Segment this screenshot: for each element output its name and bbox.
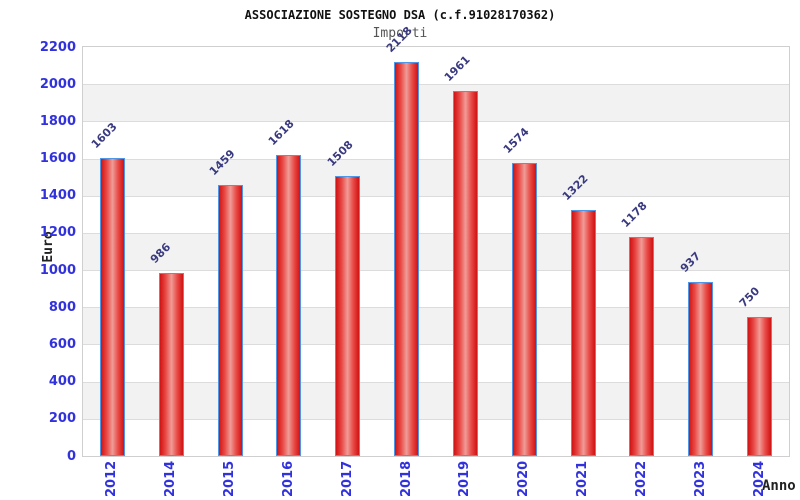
x-tick-label: 2024 — [751, 460, 767, 497]
y-tick-label: 600 — [48, 336, 76, 352]
y-tick-label: 1600 — [39, 151, 76, 167]
grid-line — [83, 382, 789, 383]
grid-band — [83, 381, 789, 419]
y-tick-label: 1000 — [39, 262, 76, 278]
grid-line — [83, 233, 789, 234]
chart-subtitle: Importi — [372, 26, 428, 41]
grid-band — [83, 270, 789, 308]
y-tick-label: 800 — [48, 299, 76, 315]
x-tick-label: 2020 — [516, 460, 532, 497]
grid-line — [83, 307, 789, 308]
bar — [747, 317, 773, 456]
plot-area — [82, 46, 790, 457]
x-tick-label: 2021 — [575, 460, 591, 497]
grid-band — [83, 307, 789, 345]
y-tick-label: 2000 — [39, 76, 76, 92]
grid-band — [83, 121, 789, 159]
grid-line — [83, 419, 789, 420]
grid-band — [83, 232, 789, 271]
grid-band — [83, 47, 789, 85]
x-tick-label: 2014 — [163, 460, 179, 497]
x-tick-label: 2016 — [280, 460, 296, 497]
bar — [335, 176, 361, 456]
grid-line — [83, 121, 789, 122]
y-tick-label: 1200 — [39, 225, 76, 241]
bar — [217, 185, 243, 456]
bar — [394, 62, 420, 456]
chart-title: ASSOCIAZIONE SOSTEGNO DSA (c.f.910281703… — [244, 8, 556, 22]
y-tick-label: 1800 — [39, 113, 76, 129]
bar — [570, 210, 596, 456]
y-tick-label: 400 — [48, 374, 76, 390]
bar — [99, 158, 125, 456]
grid-band — [83, 344, 789, 382]
y-tick-label: 1400 — [39, 188, 76, 204]
bar — [276, 155, 302, 456]
grid-band — [83, 158, 789, 196]
x-tick-label: 2023 — [692, 460, 708, 497]
y-tick-label: 200 — [48, 411, 76, 427]
grid-line — [83, 196, 789, 197]
grid-line — [83, 159, 789, 160]
x-tick-label: 2017 — [339, 460, 355, 497]
bar — [158, 273, 184, 456]
grid-line — [83, 270, 789, 271]
grid-line — [83, 344, 789, 345]
grid-band — [83, 418, 789, 456]
x-tick-label: 2015 — [222, 460, 238, 497]
grid-band — [83, 84, 789, 122]
grid-line — [83, 84, 789, 85]
bar — [511, 163, 537, 456]
bar — [629, 237, 655, 456]
x-tick-label: 2012 — [104, 460, 120, 497]
x-tick-label: 2022 — [633, 460, 649, 497]
y-tick-label: 2200 — [39, 39, 76, 55]
bar — [688, 282, 714, 456]
x-tick-label: 2018 — [398, 460, 414, 497]
x-tick-label: 2019 — [457, 460, 473, 497]
y-tick-label: 0 — [66, 448, 76, 464]
grid-band — [83, 195, 789, 233]
x-axis-title: Anno — [762, 478, 796, 494]
bar — [452, 91, 478, 456]
